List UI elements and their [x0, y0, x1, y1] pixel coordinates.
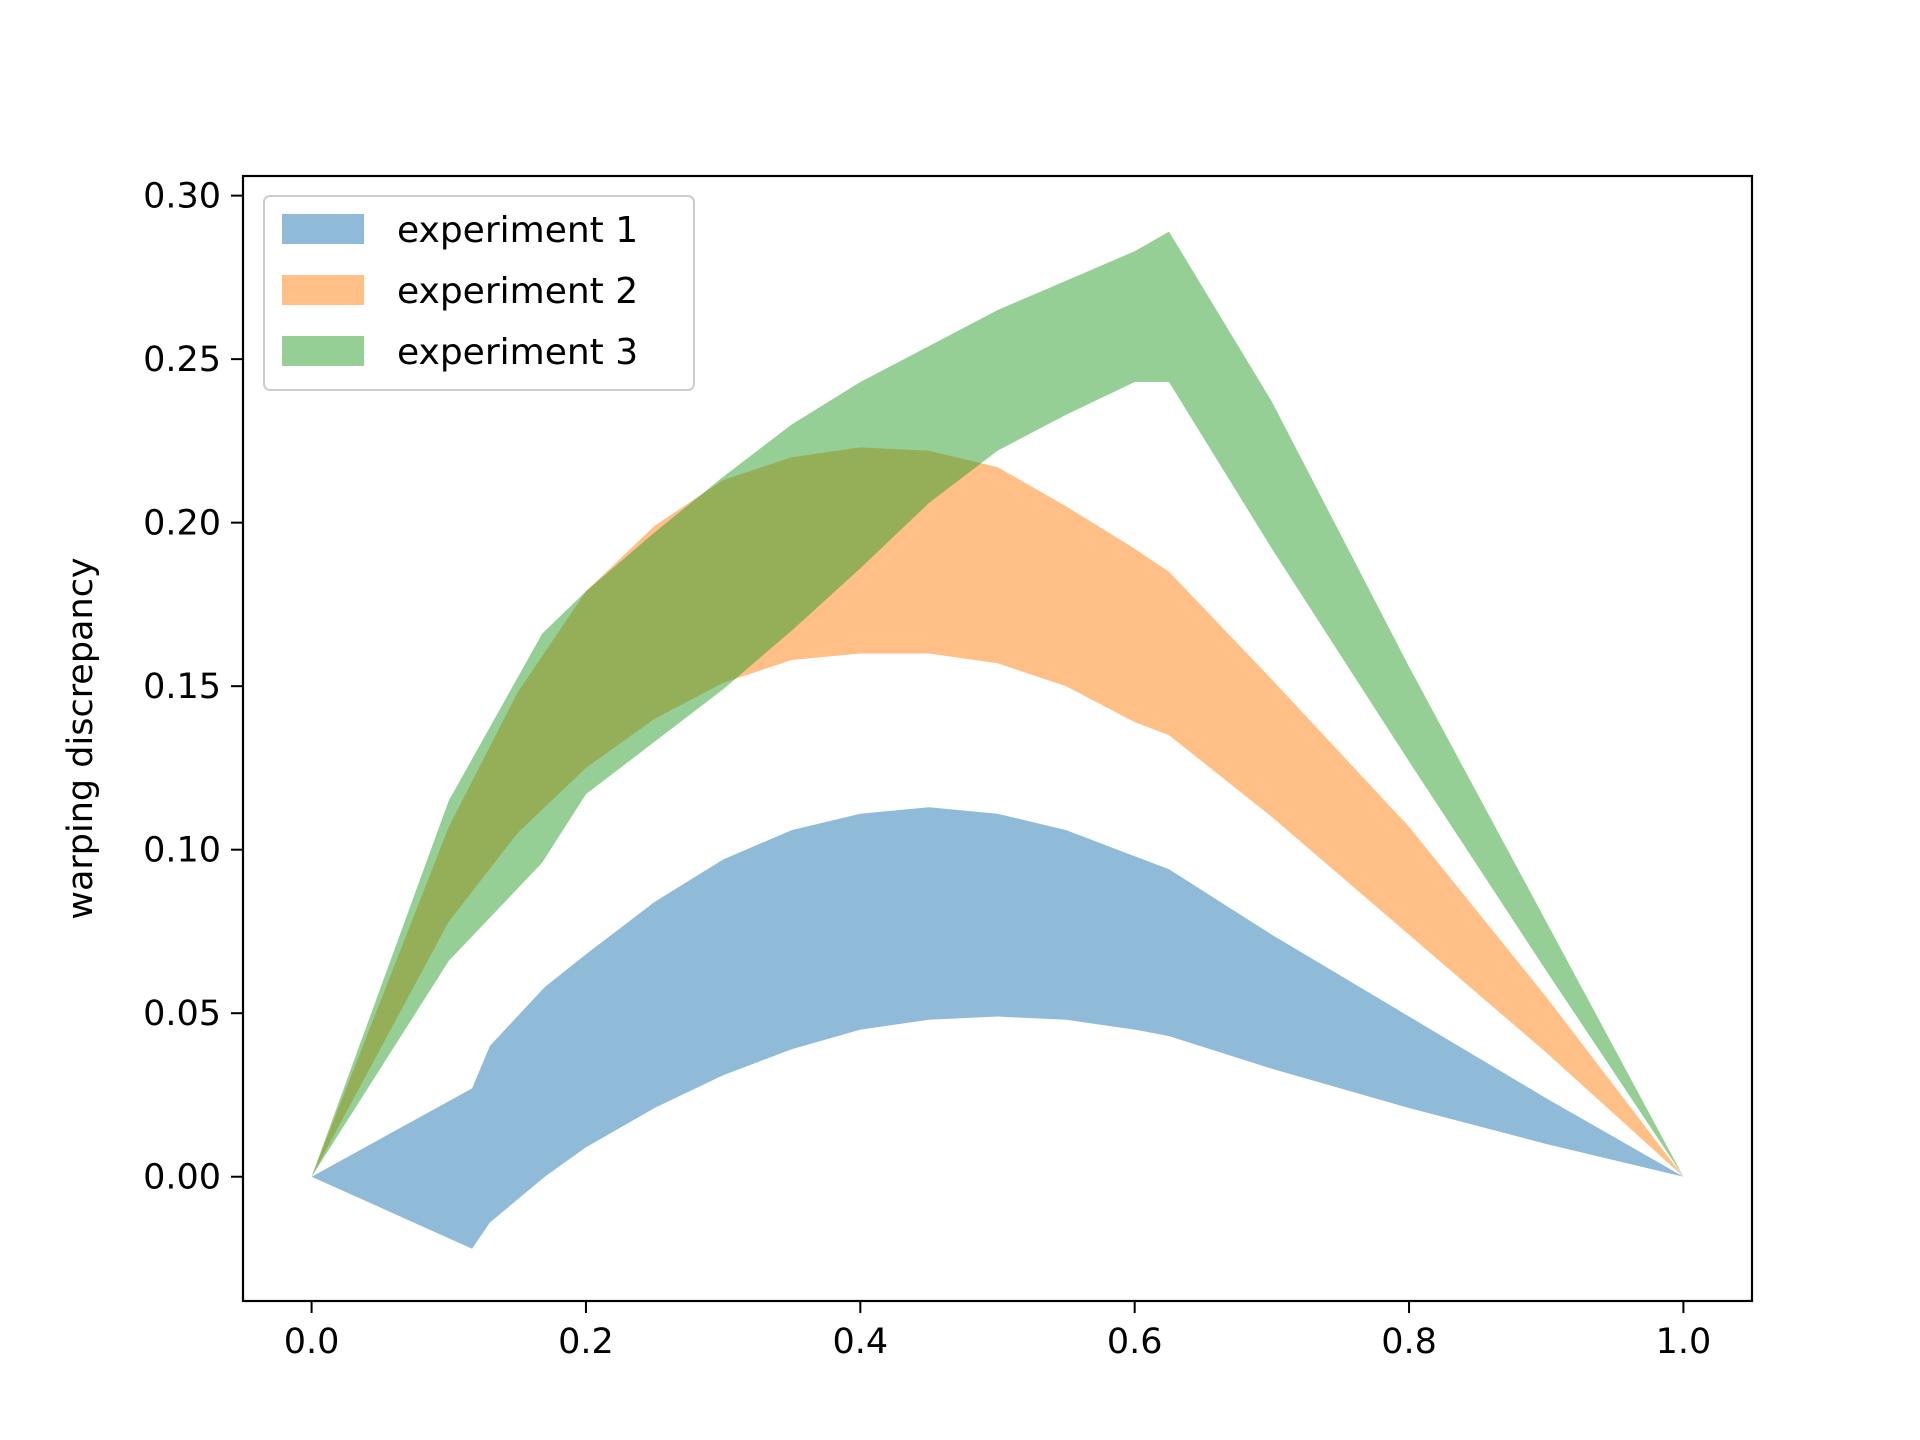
legend: experiment 1 experiment 2 experiment 3	[263, 195, 695, 391]
band-experiment-3	[311, 231, 1684, 1177]
x-tick-label: 1.0	[1656, 1322, 1712, 1362]
x-tick-label: 0.2	[558, 1322, 614, 1362]
y-tick-label: 0.00	[143, 1158, 221, 1198]
legend-swatch	[282, 214, 364, 244]
x-axis: 0.0 0.2 0.4 0.6 0.8 1.0	[284, 1301, 1711, 1362]
x-tick-label: 0.0	[284, 1322, 340, 1362]
legend-swatch	[282, 275, 364, 305]
x-tick-label: 0.4	[832, 1322, 888, 1362]
y-tick-label: 0.25	[143, 340, 221, 380]
legend-label: experiment 1	[397, 210, 638, 251]
y-tick-label: 0.15	[143, 667, 221, 707]
legend-box	[263, 195, 695, 391]
legend-label: experiment 3	[397, 332, 638, 373]
y-tick-label: 0.30	[143, 177, 221, 217]
x-tick-label: 0.8	[1381, 1322, 1437, 1362]
band-experiment-1	[311, 807, 1684, 1249]
plot-area	[311, 231, 1684, 1249]
axes-frame	[241, 174, 1754, 1303]
y-tick-label: 0.05	[143, 994, 221, 1034]
y-axis: 0.00 0.05 0.10 0.15 0.20 0.25 0.30	[143, 177, 243, 1198]
legend-label: experiment 2	[397, 271, 638, 312]
y-tick-label: 0.20	[143, 504, 221, 544]
y-axis-label: warping discrepancy	[61, 557, 101, 919]
legend-swatch	[282, 336, 364, 366]
y-tick-label: 0.10	[143, 831, 221, 871]
x-tick-label: 0.6	[1107, 1322, 1163, 1362]
